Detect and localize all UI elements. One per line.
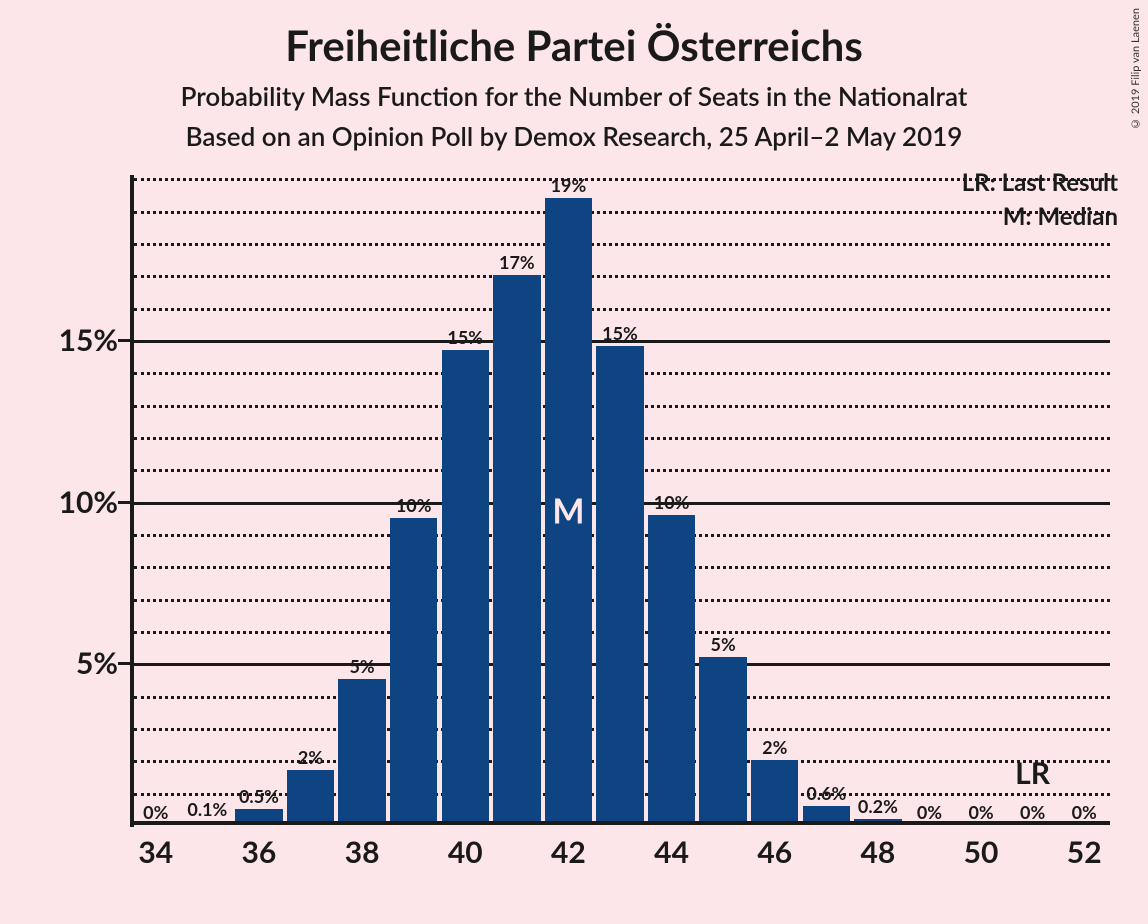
x-tick-label: 44: [654, 834, 689, 870]
bar: [596, 346, 643, 821]
bar: [493, 275, 540, 821]
chart-title: Freiheitliche Partei Österreichs: [0, 20, 1148, 70]
bar-value-label: 0%: [1072, 801, 1097, 823]
bar: [699, 657, 746, 821]
gridline-minor: [134, 275, 1110, 278]
chart-subtitle-2: Based on an Opinion Poll by Demox Resear…: [0, 120, 1148, 152]
x-tick-label: 34: [138, 834, 173, 870]
bar-value-label: 0.1%: [187, 798, 227, 820]
y-tick-mark: [118, 501, 130, 504]
bar-value-label: 10%: [654, 491, 690, 513]
y-tick-mark: [118, 339, 130, 342]
bar: [803, 806, 850, 821]
bar: [390, 518, 437, 821]
y-tick-label: 15%: [59, 322, 118, 358]
bar-value-label: 0%: [917, 801, 942, 823]
x-tick-label: 40: [448, 834, 483, 870]
bar: [442, 350, 489, 821]
bar-value-label: 5%: [349, 655, 374, 677]
gridline-minor: [134, 308, 1110, 311]
x-tick-label: 52: [1067, 834, 1102, 870]
x-axis-line: [130, 821, 1110, 825]
gridline-minor: [134, 178, 1110, 181]
bar-value-label: 2%: [298, 746, 323, 768]
chart-subtitle-1: Probability Mass Function for the Number…: [0, 80, 1148, 112]
x-tick-label: 50: [964, 834, 999, 870]
x-tick-label: 36: [242, 834, 277, 870]
bar-value-label: 17%: [499, 251, 535, 273]
bar-value-label: 5%: [711, 633, 736, 655]
y-tick-mark: [118, 662, 130, 665]
bar: [338, 679, 385, 821]
bar: [648, 515, 695, 821]
bar-value-label: 2%: [762, 736, 787, 758]
plot-area: 5%10%15%343638404244464850520%0.1%0.5%2%…: [130, 175, 1110, 825]
x-tick-label: 46: [757, 834, 792, 870]
median-marker: M: [552, 491, 584, 532]
bar-value-label: 10%: [396, 494, 432, 516]
copyright-text: © 2019 Filip van Laenen: [1129, 8, 1142, 130]
bar-value-label: 0.5%: [239, 785, 279, 807]
bar-value-label: 0.6%: [806, 782, 846, 804]
x-tick-label: 42: [551, 834, 586, 870]
bar-value-label: 0%: [1020, 801, 1045, 823]
bar: [854, 819, 901, 821]
x-tick-label: 48: [860, 834, 895, 870]
bar-value-label: 0%: [143, 801, 168, 823]
bar: [751, 760, 798, 821]
y-tick-label: 5%: [76, 645, 118, 681]
bar-value-label: 15%: [447, 326, 483, 348]
bar: [287, 770, 334, 821]
bar-value-label: 15%: [602, 322, 638, 344]
bar-value-label: 0.2%: [858, 795, 898, 817]
gridline-minor: [134, 243, 1110, 246]
last-result-marker: LR: [1015, 755, 1050, 791]
y-tick-label: 10%: [59, 484, 118, 520]
chart-container: Freiheitliche Partei Österreichs Probabi…: [0, 0, 1148, 924]
x-tick-label: 38: [345, 834, 380, 870]
bar: [235, 809, 282, 821]
gridline-minor: [134, 211, 1110, 214]
bar-value-label: 0%: [968, 801, 993, 823]
bar-value-label: 19%: [551, 174, 587, 196]
